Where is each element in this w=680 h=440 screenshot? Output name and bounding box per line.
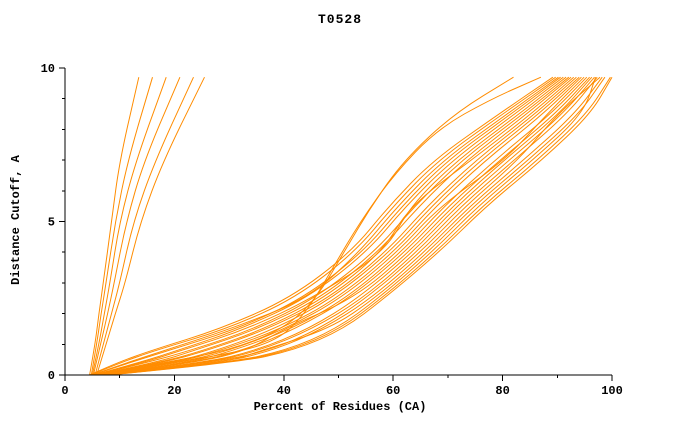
data-series-line xyxy=(91,77,167,376)
data-series-line xyxy=(100,76,588,376)
data-series-line xyxy=(94,76,570,376)
axes xyxy=(59,67,613,381)
data-series-line xyxy=(89,76,554,376)
data-series-line xyxy=(107,76,611,376)
data-series-line xyxy=(97,76,577,376)
data-series-line xyxy=(93,76,564,376)
data-series-line xyxy=(90,76,556,376)
data-series-line xyxy=(107,77,597,376)
data-series-line xyxy=(99,76,585,376)
data-series-line xyxy=(97,76,580,376)
data-series-line xyxy=(96,76,205,376)
data-series-line xyxy=(102,76,593,376)
data-series-line xyxy=(98,76,582,376)
data-series-line xyxy=(96,76,575,376)
data-series-line xyxy=(90,77,153,376)
chart-title: T0528 xyxy=(317,12,362,27)
data-series-line xyxy=(104,76,601,376)
data-series-line xyxy=(105,76,606,376)
y-tick-label: 0 xyxy=(48,369,55,383)
data-series-line xyxy=(92,76,561,376)
data-series-group xyxy=(89,76,613,376)
data-series-line xyxy=(108,76,613,376)
data-series-line xyxy=(94,76,194,376)
x-tick-label: 60 xyxy=(386,384,400,398)
data-series-line xyxy=(103,76,598,376)
y-tick-label: 5 xyxy=(48,216,55,230)
tick-labels: 0 20 40 60 80 100 0 5 10 xyxy=(41,62,623,398)
x-tick-label: 40 xyxy=(277,384,291,398)
data-series-line xyxy=(95,76,572,376)
data-series-line xyxy=(101,76,590,376)
x-axis-label: Percent of Residues (CA) xyxy=(253,400,427,414)
x-tick-label: 0 xyxy=(61,384,68,398)
x-tick-label: 80 xyxy=(495,384,509,398)
x-tick-label: 100 xyxy=(601,384,623,398)
y-tick-label: 10 xyxy=(41,62,55,76)
y-axis-label: Distance Cutoff, A xyxy=(9,155,23,285)
data-series-line xyxy=(92,77,181,376)
data-series-line xyxy=(102,76,595,376)
data-series-line xyxy=(89,77,140,376)
x-tick-label: 20 xyxy=(167,384,181,398)
data-series-line xyxy=(105,76,603,376)
